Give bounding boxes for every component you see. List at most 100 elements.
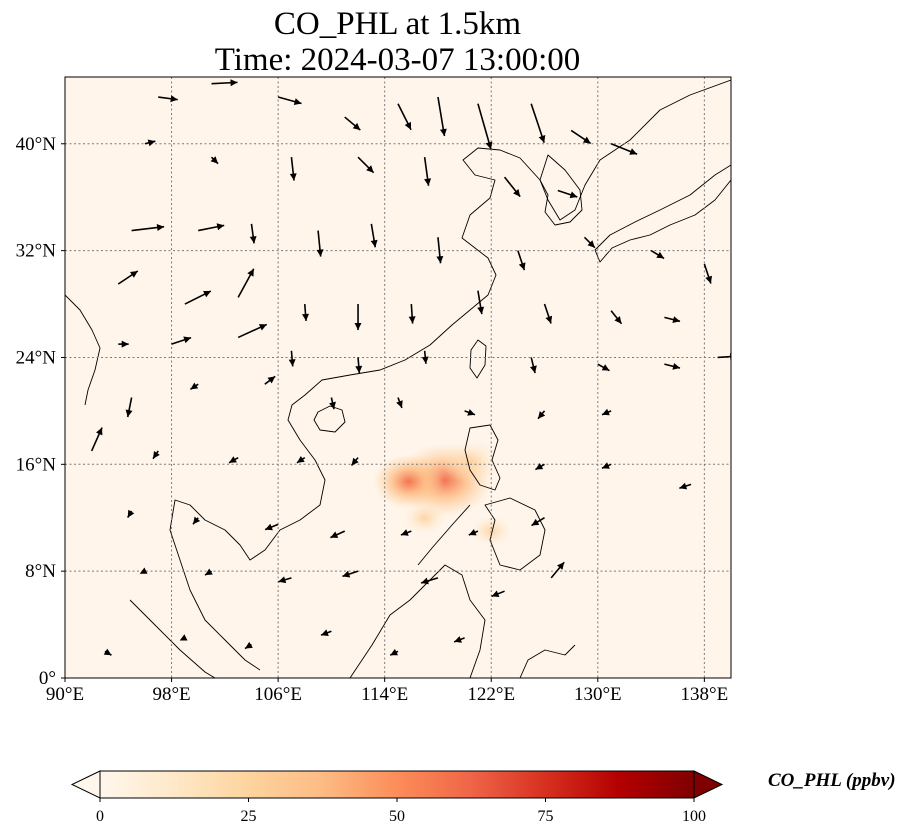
coastline-borneo	[349, 564, 486, 678]
wind-arrow-head	[404, 121, 411, 130]
wind-arrow-head	[602, 408, 610, 416]
wind-vector-field	[90, 79, 731, 656]
wind-arrow-73	[342, 570, 359, 578]
wind-arrow-11	[210, 156, 219, 165]
wind-arrow-25	[650, 249, 665, 260]
wind-arrow-66	[330, 530, 346, 539]
wind-arrow-26	[703, 263, 712, 284]
y-tick-label-2: 16°N	[16, 454, 57, 475]
wind-arrow-head	[103, 648, 112, 656]
wind-arrow-58	[296, 456, 306, 464]
wind-arrow-head	[569, 191, 578, 199]
x-tick-label-2: 106°E	[254, 684, 302, 705]
wind-arrow-59	[350, 457, 359, 466]
coastline-india	[65, 294, 101, 406]
wind-arrow-head	[267, 376, 276, 384]
wind-arrow-head	[518, 262, 526, 271]
wind-arrow-head	[354, 323, 362, 330]
wind-arrow-35	[610, 310, 623, 325]
wind-arrow-14	[423, 157, 432, 186]
wind-arrow-head	[535, 463, 544, 470]
wind-arrow-1	[211, 79, 238, 87]
wind-arrow-68	[468, 529, 479, 536]
colorbar-tick-label-0: 0	[96, 808, 104, 825]
wind-arrow-head	[421, 577, 429, 585]
wind-arrow-2	[277, 96, 302, 105]
wind-arrow-head	[190, 382, 199, 390]
wind-arrow-70	[139, 567, 148, 574]
wind-arrow-head	[153, 451, 160, 459]
wind-arrow-81	[389, 648, 399, 656]
wind-arrow-head	[265, 523, 273, 531]
wind-arrow-4	[397, 103, 412, 131]
wind-arrow-78	[179, 634, 188, 641]
wind-arrow-head	[249, 236, 257, 244]
colorbar-tick-label-1: 25	[241, 808, 257, 825]
wind-arrow-head	[439, 128, 447, 136]
wind-arrow-55	[90, 427, 103, 452]
wind-arrow-head	[321, 629, 329, 636]
wind-arrow-71	[204, 568, 213, 576]
co-hotspot-4	[471, 515, 512, 547]
wind-arrow-head	[203, 291, 211, 298]
wind-arrow-head	[156, 224, 165, 231]
wind-arrow-head	[366, 165, 374, 173]
wind-arrow-head	[656, 251, 665, 259]
wind-arrow-shaft	[477, 103, 492, 150]
wind-arrow-head	[468, 529, 477, 536]
y-tick-label-4: 32°N	[16, 241, 57, 262]
coastline-mindanao	[484, 497, 546, 571]
wind-arrow-head	[216, 223, 225, 231]
wind-arrow-24	[583, 236, 596, 249]
colorbar: 0 25 50 75 100	[70, 770, 724, 825]
wind-arrow-31	[354, 304, 362, 331]
wind-arrow-34	[543, 303, 553, 324]
wind-arrow-head	[139, 567, 148, 574]
wind-arrow-head	[531, 518, 540, 526]
wind-arrow-head	[127, 509, 135, 518]
wind-arrow-52	[464, 409, 476, 416]
wind-arrow-head	[288, 359, 296, 367]
coastline-luzon	[464, 424, 501, 491]
wind-arrow-47	[125, 397, 133, 418]
wind-arrow-77	[103, 648, 112, 656]
wind-arrow-5	[437, 96, 447, 137]
wind-arrow-18	[198, 223, 225, 232]
wind-arrow-15	[503, 176, 521, 198]
plot-timestamp: Time: 2024-03-07 13:00:00	[214, 42, 581, 78]
wind-arrow-50	[329, 397, 336, 410]
wind-arrow-80	[320, 629, 332, 636]
wind-arrow-48	[189, 382, 199, 391]
coastline-sumatra	[129, 599, 216, 678]
wind-arrow-head	[513, 189, 521, 197]
colorbar-ticks: 0 25 50 75 100	[96, 798, 706, 825]
colorbar-title: CO_PHL (ppbv)	[768, 770, 896, 791]
wind-arrow-0	[158, 95, 178, 103]
wind-arrow-16	[557, 189, 578, 199]
wind-arrow-51	[396, 397, 403, 409]
wind-arrow-7	[530, 103, 546, 143]
wind-arrow-head	[587, 240, 595, 248]
wind-arrow-head	[96, 427, 103, 436]
wind-arrow-head	[352, 122, 361, 131]
coastlines	[65, 79, 731, 678]
x-tick-label-6: 138°E	[681, 684, 729, 705]
wind-arrow-head	[258, 324, 267, 331]
wind-arrow-head	[370, 239, 378, 248]
wind-arrow-head	[302, 313, 309, 321]
wind-arrow-head	[229, 456, 237, 463]
wind-arrow-head	[454, 636, 462, 643]
wind-arrow-head	[672, 363, 680, 370]
wind-arrow-30	[302, 303, 309, 322]
wind-arrow-head	[330, 531, 339, 538]
wind-arrow-head	[408, 316, 416, 324]
plot-title: CO_PHL at 1.5km	[273, 6, 522, 42]
wind-arrow-head	[230, 79, 238, 87]
wind-arrow-60	[535, 463, 545, 471]
wind-arrow-72	[278, 576, 292, 584]
y-tick-label-0: 0°	[39, 668, 56, 689]
wind-arrow-head	[467, 409, 475, 416]
wind-arrow-32	[408, 303, 416, 324]
wind-arrow-44	[597, 363, 610, 372]
